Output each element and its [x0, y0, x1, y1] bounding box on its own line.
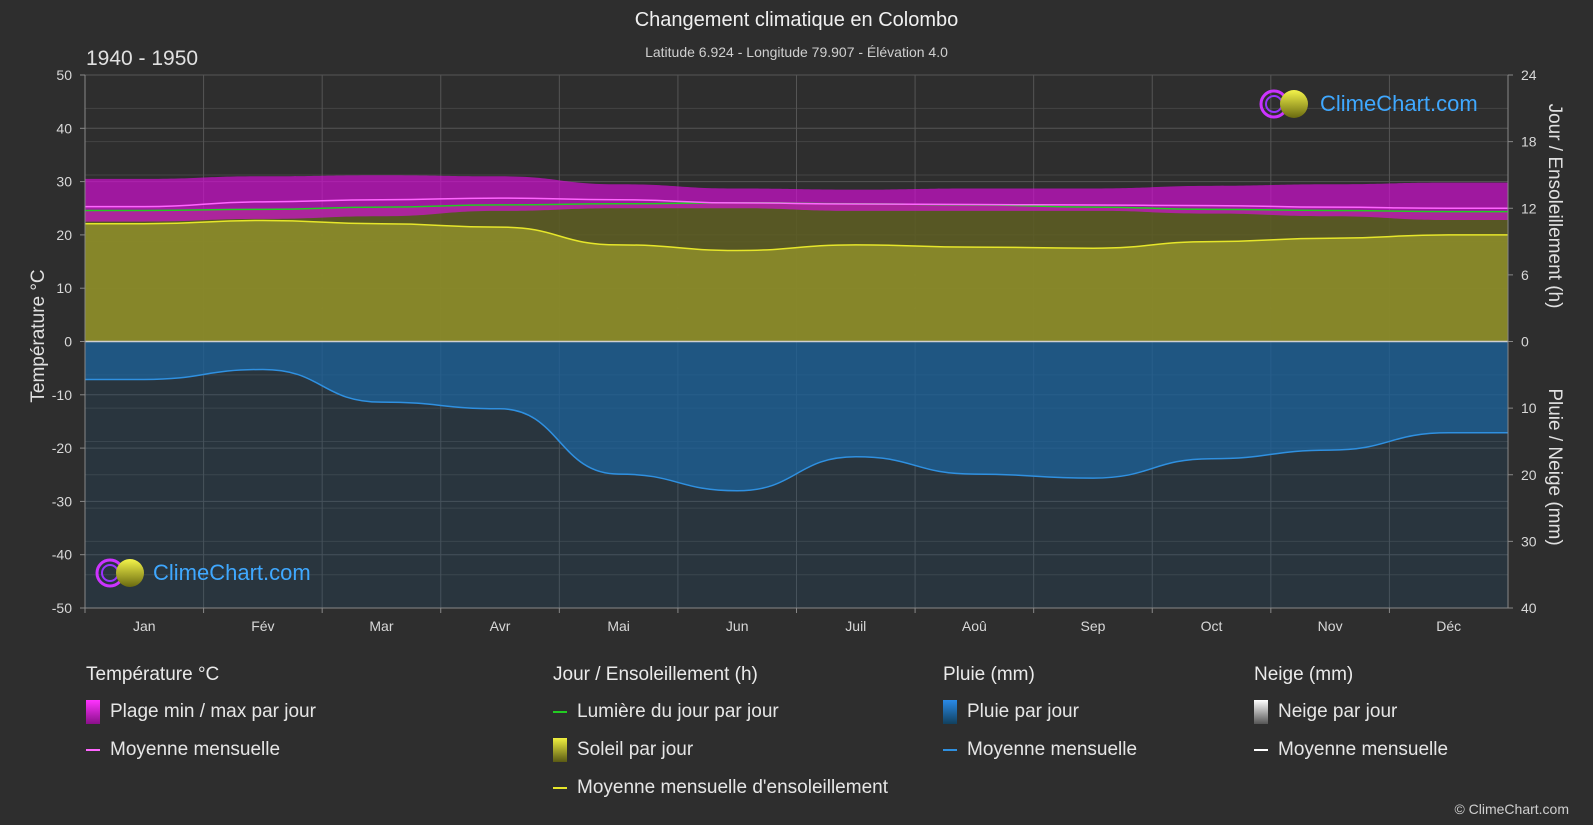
chart-axes: 50 40 30 20 10 0 -10 -20 -30 -40 -50 24 18 12 6 0 10 20 30…	[52, 67, 1537, 634]
x-tick-label: Sep	[1080, 618, 1105, 634]
legend-label: Lumière du jour par jour	[577, 701, 779, 722]
logo-icon	[95, 558, 144, 588]
y-tick-label-right-bottom: 40	[1521, 600, 1537, 616]
y-tick-label-right-top: 6	[1521, 267, 1529, 283]
x-tick-label: Mai	[607, 618, 630, 634]
logo-bottom-left[interactable]: ClimeChart.com	[95, 556, 311, 590]
x-tick-label: Nov	[1318, 618, 1343, 634]
y-tick-label-right-bottom: 20	[1521, 467, 1537, 483]
y-tick-label-left: -20	[52, 440, 72, 456]
rain-mean-swatch	[943, 749, 957, 751]
snow-swatch	[1254, 700, 1268, 724]
y-tick-label-right-top: 18	[1521, 134, 1537, 150]
y-tick-label-right-top: 24	[1521, 67, 1537, 83]
logo-text: ClimeChart.com	[153, 560, 311, 585]
chart-lines	[84, 197, 1508, 492]
legend-snow: Neige (mm) Neige par jour Moyenne mensue…	[1254, 664, 1448, 776]
y-axis-right-bottom-label: Pluie / Neige (mm)	[1544, 388, 1565, 545]
y-tick-label-left: 40	[56, 120, 72, 136]
logo-top-right[interactable]: ClimeChart.com	[1258, 87, 1478, 121]
x-tick-label: Mar	[369, 618, 393, 634]
sunshine-swatch	[553, 738, 567, 762]
legend-label: Plage min / max par jour	[110, 701, 316, 722]
logo-text: ClimeChart.com	[1320, 91, 1478, 116]
legend-label: Pluie par jour	[967, 701, 1079, 722]
y-tick-label-left: -40	[52, 547, 72, 563]
y-tick-label-left: 30	[56, 174, 72, 190]
rain-area	[85, 341, 1508, 491]
temp-range-swatch	[86, 700, 100, 724]
legend-item: Moyenne mensuelle	[943, 738, 1137, 762]
chart-subtitle: Latitude 6.924 - Longitude 79.907 - Élév…	[645, 44, 948, 60]
daylight-swatch	[553, 711, 567, 713]
snow-mean-swatch	[1254, 749, 1268, 751]
legend-label: Moyenne mensuelle d'ensoleillement	[577, 777, 888, 798]
sunshine-mean-line	[84, 219, 1508, 252]
legend-rain-title: Pluie (mm)	[943, 664, 1035, 685]
y-tick-label-right-top: 0	[1521, 334, 1529, 350]
x-tick-label: Jun	[726, 618, 749, 634]
x-tick-label: Jan	[133, 618, 156, 634]
legend-sun-title: Jour / Ensoleillement (h)	[553, 664, 758, 685]
legend-label: Neige par jour	[1278, 701, 1398, 722]
y-tick-label-left: 0	[64, 334, 72, 350]
chart-title: Changement climatique en Colombo	[634, 9, 959, 31]
y-tick-label-left: -30	[52, 493, 72, 509]
period-label: 1940 - 1950	[86, 47, 199, 70]
x-tick-label: Fév	[251, 618, 274, 634]
legend-label: Moyenne mensuelle	[110, 739, 281, 760]
y-tick-label-right-top: 12	[1521, 200, 1537, 216]
x-tick-label: Avr	[490, 618, 511, 634]
x-tick-label: Juil	[845, 618, 866, 634]
y-axis-left-label: Température °C	[28, 269, 49, 402]
y-tick-label-left: -10	[52, 387, 72, 403]
y-tick-label-right-bottom: 10	[1521, 400, 1537, 416]
chart-areas	[85, 175, 1508, 608]
sunshine-area	[85, 220, 1508, 342]
legend-rain: Pluie (mm) Pluie par jour Moyenne mensue…	[943, 664, 1137, 776]
copyright: © ClimeChart.com	[1454, 801, 1569, 817]
sunshine-mean-swatch	[553, 787, 567, 789]
legend-item: Neige par jour	[1254, 700, 1448, 724]
legend-item: Moyenne mensuelle d'ensoleillement	[553, 776, 888, 800]
legend-sun: Jour / Ensoleillement (h) Lumière du jou…	[553, 664, 888, 814]
x-tick-label: Aoû	[962, 618, 987, 634]
legend-label: Moyenne mensuelle	[967, 739, 1138, 760]
legend-snow-title: Neige (mm)	[1254, 664, 1354, 685]
rain-mean-line	[84, 368, 1508, 492]
logo-icon	[1259, 89, 1308, 119]
legend-label: Soleil par jour	[577, 739, 694, 760]
y-axis-right-top-label: Jour / Ensoleillement (h)	[1544, 104, 1565, 309]
temperature-range-band	[85, 175, 1508, 222]
rain-swatch	[943, 700, 957, 724]
climate-chart: 50 40 30 20 10 0 -10 -20 -30 -40 -50 24 18 12 6 0 10 20 30…	[28, 67, 1565, 634]
legend-item: Moyenne mensuelle	[1254, 738, 1448, 762]
legend-label: Moyenne mensuelle	[1278, 739, 1449, 760]
x-tick-label: Déc	[1436, 618, 1461, 634]
legend-item: Plage min / max par jour	[86, 700, 316, 724]
legend-item: Soleil par jour	[553, 738, 888, 762]
y-tick-label-left: 10	[56, 280, 72, 296]
x-tick-label: Oct	[1201, 618, 1223, 634]
legend-temperature-title: Température °C	[86, 664, 220, 685]
y-tick-label-left: 50	[56, 67, 72, 83]
legend-item: Lumière du jour par jour	[553, 700, 888, 724]
legend-temperature: Température °C Plage min / max par jour …	[86, 664, 316, 776]
temp-mean-swatch	[86, 749, 100, 751]
legend-item: Moyenne mensuelle	[86, 738, 316, 762]
y-tick-label-left: -50	[52, 600, 72, 616]
y-tick-label-right-bottom: 30	[1521, 533, 1537, 549]
y-tick-label-left: 20	[56, 227, 72, 243]
temperature-mean-line	[84, 197, 1508, 209]
legend-item: Pluie par jour	[943, 700, 1137, 724]
